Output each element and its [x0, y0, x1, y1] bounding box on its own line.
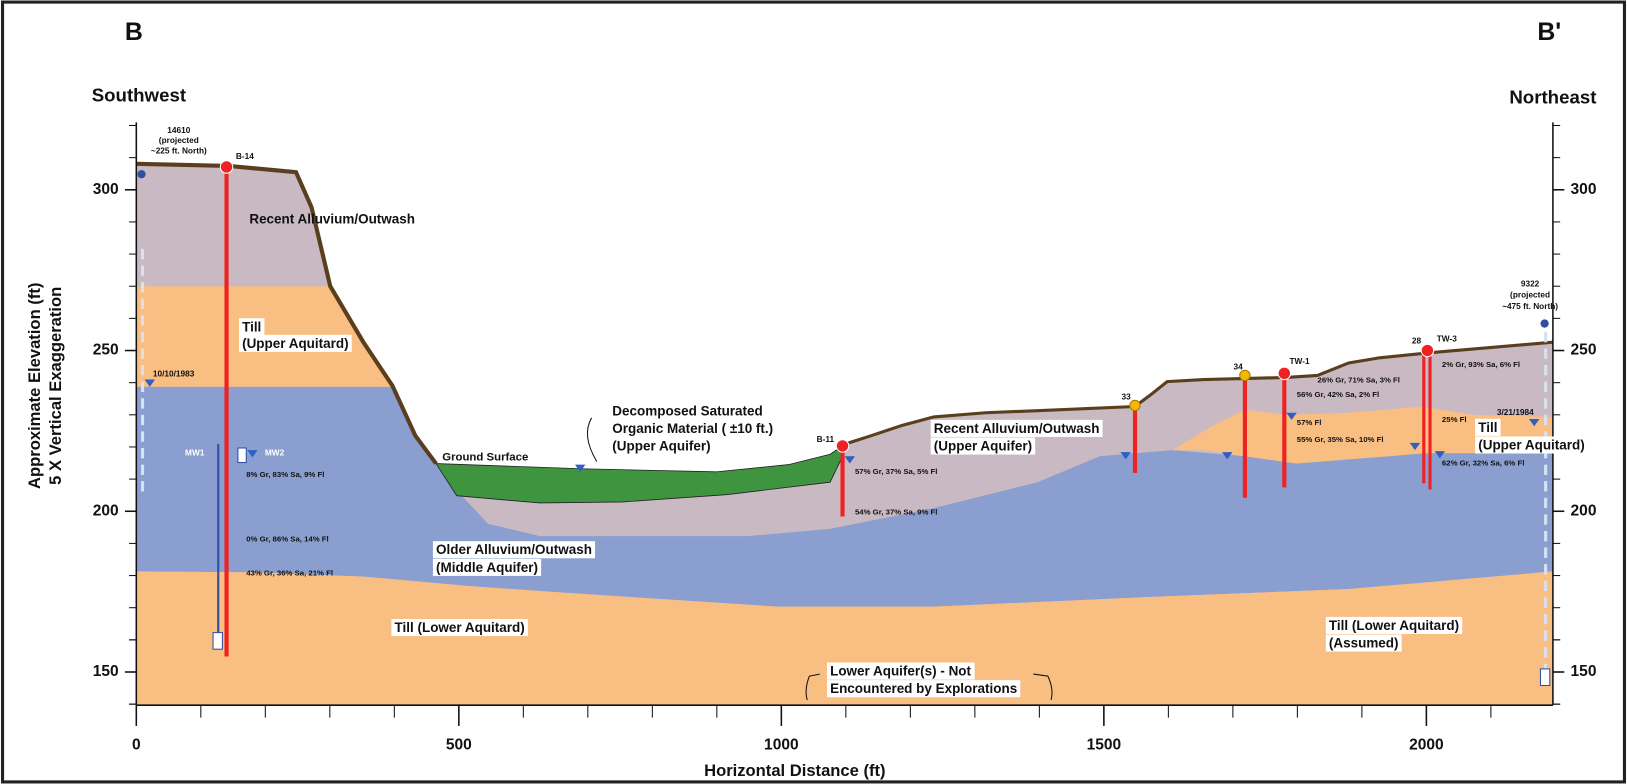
- annotation: Ground Surface: [442, 451, 528, 463]
- well-label: B-11: [817, 434, 835, 444]
- y-tick-label: 250: [93, 342, 119, 359]
- y-tick-label: 200: [1571, 502, 1597, 519]
- x-tick-label: 500: [446, 737, 472, 754]
- layer-label: (Upper Aquitard): [242, 336, 349, 351]
- layer-label: (Middle Aquifer): [436, 560, 538, 575]
- direction: Southwest: [92, 84, 186, 105]
- y-tick-label: 200: [93, 502, 119, 519]
- layer-label: Till (Lower Aquitard): [1329, 618, 1459, 633]
- sample-label: 2% Gr, 93% Sa, 6% Fl: [1442, 360, 1520, 369]
- well-label: 34: [1234, 361, 1244, 371]
- layer-label: Older Alluvium/Outwash: [436, 542, 592, 557]
- x-tick-label: 2000: [1409, 737, 1444, 754]
- x-tick-label: 1500: [1087, 737, 1122, 754]
- well-label: 14610: [167, 125, 190, 135]
- boring-b11: [840, 446, 844, 517]
- sample-label: 57% Gr, 37% Sa, 5% Fl: [855, 467, 937, 476]
- layer-label: Till: [242, 319, 261, 334]
- x-tick-label: 0: [132, 737, 141, 754]
- well-label: ~475 ft. North): [1502, 301, 1558, 311]
- y-tick-label: 150: [1571, 663, 1597, 680]
- sample-label: 25% Fl: [1442, 415, 1467, 424]
- layer-label: (Upper Aquifer): [612, 439, 710, 454]
- sample-label: 0% Gr, 86% Sa, 14% Fl: [246, 534, 328, 543]
- well-label: MW2: [265, 447, 285, 457]
- well-label: (projected: [159, 135, 199, 145]
- cross-section: 150 150 200 200 250 250 300 300 0 500 1000 1500 2000…: [0, 0, 1627, 784]
- well-label: TW-3: [1437, 333, 1457, 343]
- layer-label: Lower Aquifer(s) - Not: [830, 664, 971, 679]
- boring-head: [1130, 400, 1140, 410]
- boring-head: [1278, 367, 1290, 379]
- layer-label: Till: [1478, 420, 1497, 435]
- date-label: 3/21/1984: [1497, 407, 1534, 417]
- sample-label: 26% Gr, 71% Sa, 3% Fl: [1318, 376, 1400, 385]
- layer-label: Decomposed Saturated: [612, 403, 762, 418]
- boring-head: [836, 440, 848, 452]
- well-label: B-14: [236, 151, 254, 161]
- direction: Northeast: [1509, 86, 1596, 107]
- well-label: 33: [1122, 391, 1132, 401]
- layer-label: Recent Alluvium/Outwash: [249, 211, 415, 226]
- well-label: MW1: [185, 447, 205, 457]
- well-label: ~225 ft. North): [151, 146, 207, 156]
- date-label: 10/10/1983: [153, 369, 195, 379]
- boring-33: [1133, 407, 1137, 473]
- boring-head: [1421, 344, 1433, 356]
- boring-b14: [224, 167, 228, 656]
- x-axis-label: Horizontal Distance (ft): [704, 761, 885, 780]
- boring-tw1: [1282, 373, 1286, 487]
- layer-label: Organic Material ( ±10 ft.): [612, 421, 773, 436]
- well-label: 9322: [1521, 278, 1540, 288]
- sample-label: 54% Gr, 37% Sa, 9% Fl: [855, 507, 937, 516]
- well-label: 28: [1412, 335, 1422, 345]
- boring-34: [1243, 375, 1247, 497]
- sample-label: 57% Fl: [1297, 418, 1322, 427]
- screen: [238, 448, 246, 463]
- screen: [1540, 669, 1549, 686]
- well-head: [1540, 319, 1548, 327]
- y-tick-label: 150: [93, 663, 119, 680]
- layer-label: Till (Lower Aquitard): [395, 620, 525, 635]
- layer-label: (Upper Aquifer): [934, 439, 1032, 454]
- x-tick-label: 1000: [764, 737, 799, 754]
- sample-label: 62% Gr, 32% Sa, 6% Fl: [1442, 459, 1524, 468]
- boring-head: [1240, 370, 1250, 380]
- boring-head: [220, 161, 232, 173]
- y-tick-label: 300: [1571, 181, 1597, 198]
- y-tick-label: 250: [1571, 342, 1597, 359]
- y-axis-label: Approximate Elevation (ft): [25, 283, 44, 489]
- screen: [213, 633, 222, 650]
- section-end: B': [1537, 18, 1561, 46]
- y-axis-label: 5 X Vertical Exaggeration: [46, 287, 65, 485]
- well-label: TW-1: [1290, 356, 1310, 366]
- layer-label: (Assumed): [1329, 636, 1399, 651]
- boring-28: [1422, 351, 1425, 484]
- sample-label: 56% Gr, 42% Sa, 2% Fl: [1297, 390, 1379, 399]
- section-start: B: [125, 18, 143, 46]
- layer-label: (Upper Aquitard): [1478, 437, 1585, 452]
- sample-label: 43% Gr, 36% Sa, 21% Fl: [246, 569, 333, 578]
- layer-label: Encountered by Explorations: [830, 681, 1017, 696]
- y-tick-label: 300: [93, 181, 119, 198]
- layer-label: Recent Alluvium/Outwash: [934, 421, 1100, 436]
- sample-label: 55% Gr, 35% Sa, 10% Fl: [1297, 435, 1384, 444]
- well-head: [137, 170, 145, 178]
- boring-tw3: [1428, 351, 1431, 490]
- well-label: (projected: [1510, 290, 1550, 300]
- sample-label: 8% Gr, 83% Sa, 9% Fl: [246, 470, 324, 479]
- page: {"header": {"left": "B", "right": "B'"},…: [0, 0, 1627, 784]
